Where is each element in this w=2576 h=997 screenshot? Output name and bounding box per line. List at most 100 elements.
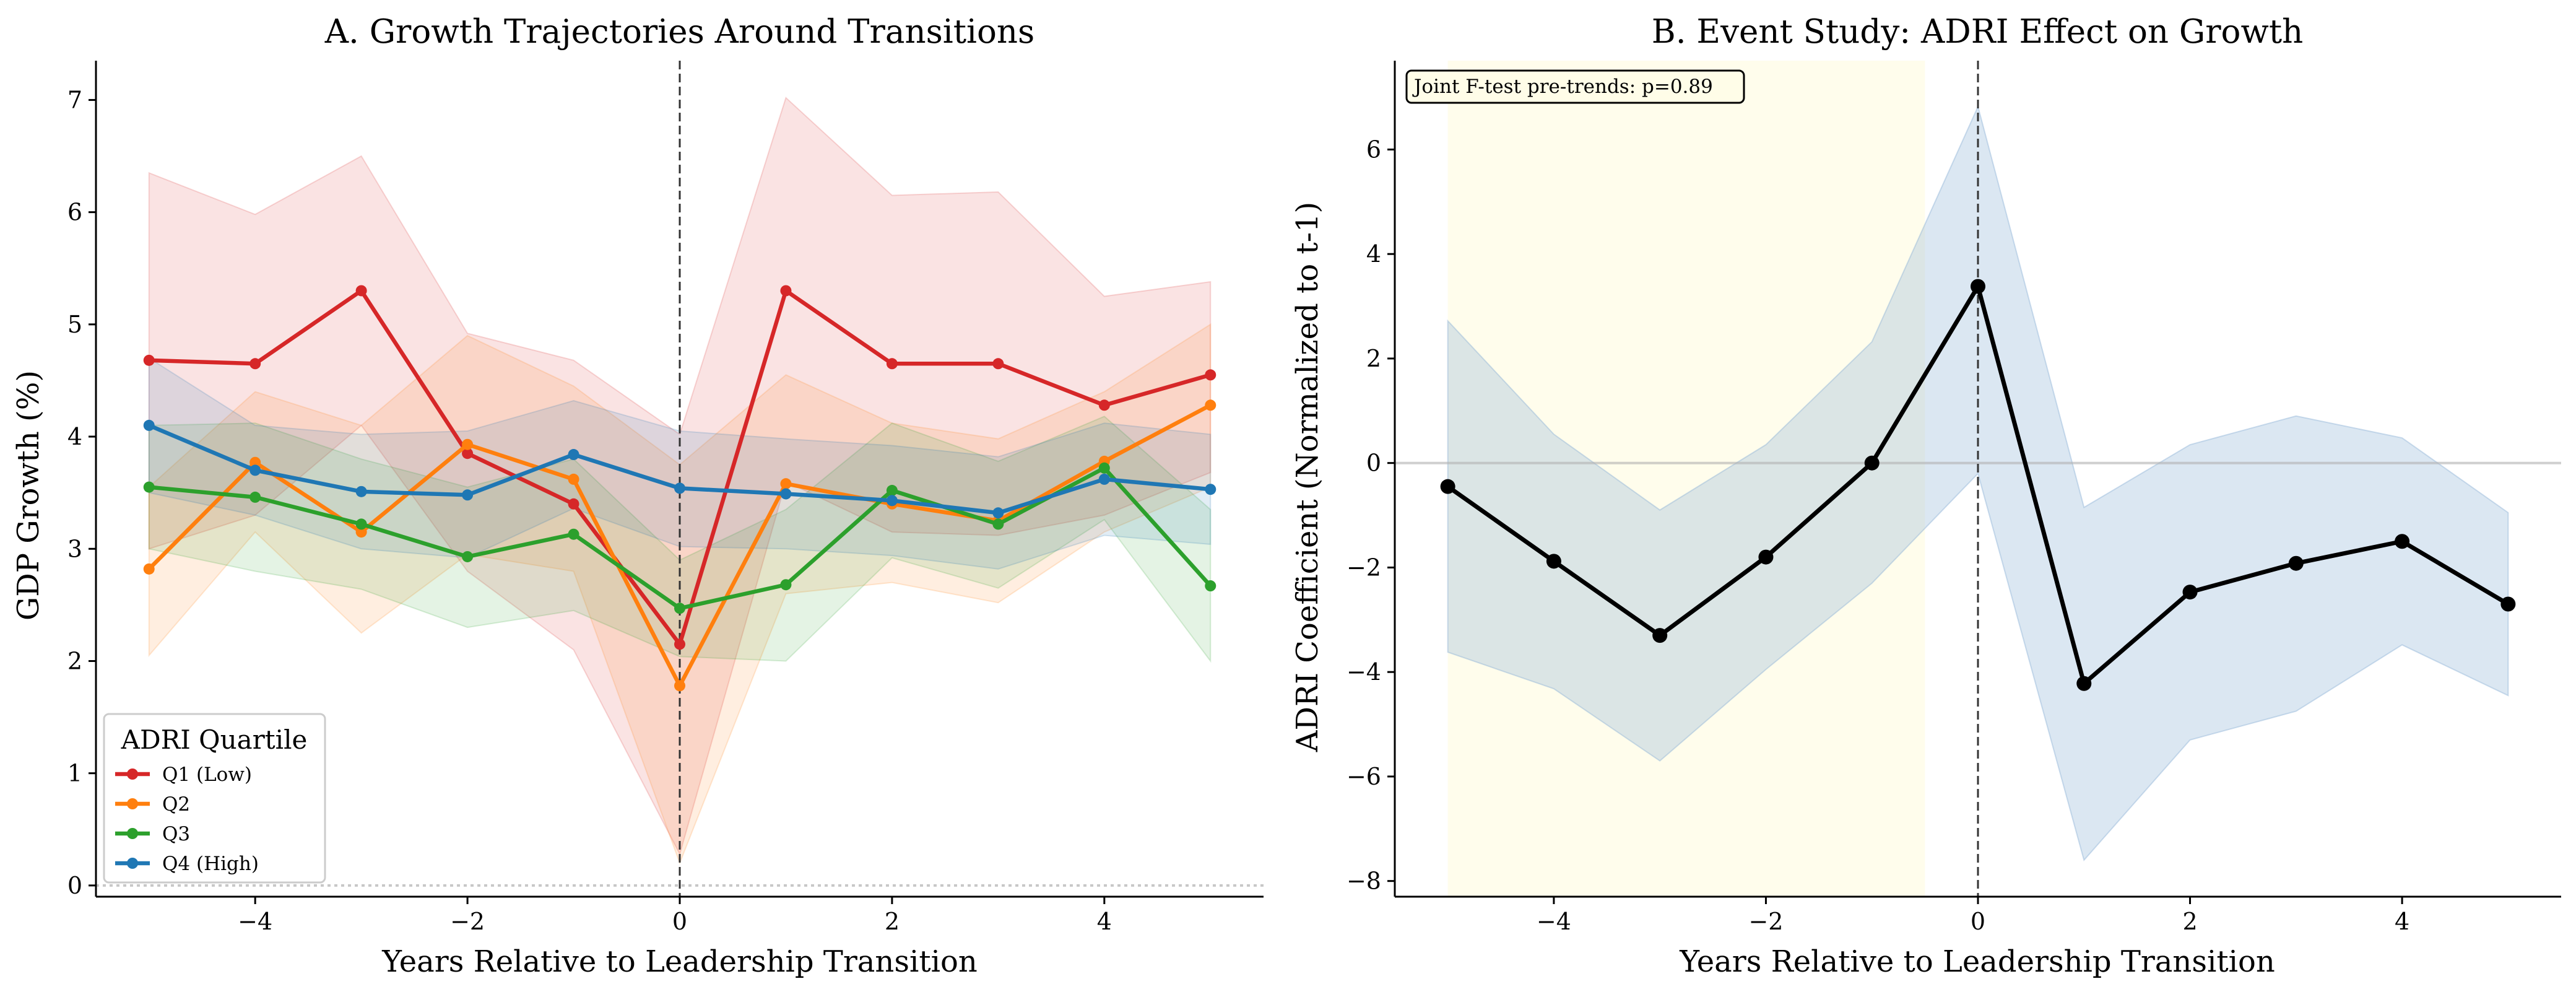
panel-a-ticks: −4 −2 0 2 4 0 1 2 3 4 5 6 7 — [67, 86, 1112, 935]
data-point — [355, 285, 367, 297]
data-point — [1440, 479, 1455, 494]
data-point — [568, 473, 579, 485]
data-point — [674, 603, 685, 614]
y-tick-label: −4 — [1347, 658, 1381, 686]
y-tick-label: 4 — [67, 423, 82, 450]
y-tick-label: 0 — [67, 872, 82, 899]
panel-a-y-label: GDP Growth (%) — [11, 370, 46, 620]
panel-a-series — [143, 285, 1216, 692]
data-point — [1205, 399, 1216, 411]
data-point — [992, 358, 1004, 370]
data-point — [143, 563, 155, 575]
data-point — [1098, 462, 1110, 474]
panel-b-ticks: −4 −2 0 2 4 −8 −6 −4 −2 0 2 4 6 — [1347, 136, 2409, 935]
data-point — [355, 518, 367, 530]
x-tick-label: 2 — [2182, 908, 2197, 935]
x-tick-label: 2 — [885, 908, 900, 935]
panel-b-series — [1440, 279, 2516, 691]
x-tick-label: −2 — [1748, 908, 1783, 935]
legend-frame — [103, 713, 326, 884]
legend-marker — [127, 828, 138, 839]
x-tick-label: −4 — [238, 908, 272, 935]
confidence-band — [1447, 105, 2509, 861]
panel-a-title: A. Growth Trajectories Around Transition… — [324, 13, 1035, 51]
data-point — [1864, 455, 1880, 471]
panel-b-x-label: Years Relative to Leadership Transition — [1679, 944, 2275, 979]
data-point — [462, 438, 474, 450]
data-point — [462, 551, 474, 562]
data-point — [1205, 580, 1216, 592]
data-point — [674, 680, 685, 692]
data-point — [780, 488, 792, 500]
x-tick-label: −2 — [450, 908, 485, 935]
data-point — [674, 638, 685, 650]
x-tick-label: 0 — [672, 908, 687, 935]
y-tick-label: 6 — [67, 199, 82, 226]
data-point — [992, 518, 1004, 530]
legend-title: ADRI Quartile — [121, 725, 308, 755]
data-point — [249, 491, 261, 503]
legend-label: Q4 (High) — [162, 853, 259, 875]
y-tick-label: 4 — [1366, 240, 1381, 268]
legend-label: Q3 — [162, 823, 190, 845]
legend-items: Q1 (Low) Q2 Q3 Q4 (High) — [115, 764, 259, 875]
y-tick-label: 3 — [67, 535, 82, 562]
data-point — [674, 482, 685, 494]
data-point — [1205, 484, 1216, 495]
x-tick-label: 4 — [2395, 908, 2409, 935]
confidence-band — [148, 96, 1212, 856]
x-tick-label: −4 — [1537, 908, 1571, 935]
y-tick-label: 2 — [67, 647, 82, 674]
panel-b-band — [1447, 105, 2509, 861]
annotation-text: Joint F-test pre-trends: p=0.89 — [1412, 76, 1713, 98]
y-tick-label: 2 — [1366, 345, 1381, 372]
data-point — [780, 285, 792, 297]
data-point — [1971, 279, 1985, 294]
panel-a-x-label: Years Relative to Leadership Transition — [381, 944, 978, 979]
data-point — [2395, 534, 2410, 549]
data-point — [143, 354, 155, 366]
data-point — [2182, 585, 2198, 600]
data-point — [249, 456, 261, 468]
data-point — [355, 526, 367, 538]
data-point — [1546, 554, 1561, 569]
panel-a: −4 −2 0 2 4 0 1 2 3 4 5 6 7 A. Growth Trajectories A… — [11, 13, 1264, 979]
data-point — [2288, 555, 2304, 571]
x-tick-label: 4 — [1097, 908, 1112, 935]
panel-b-title: B. Event Study: ADRI Effect on Growth — [1652, 13, 2304, 51]
data-point — [2076, 676, 2092, 691]
data-point — [1098, 399, 1110, 411]
legend-marker — [127, 768, 138, 780]
y-tick-label: 5 — [67, 311, 82, 338]
data-point — [780, 478, 792, 490]
y-tick-label: 0 — [1366, 450, 1381, 477]
data-point — [462, 448, 474, 459]
data-point — [2500, 596, 2516, 612]
y-tick-label: −8 — [1347, 868, 1381, 895]
data-point — [1098, 473, 1110, 485]
legend-label: Q2 — [162, 793, 190, 816]
data-point — [249, 464, 261, 476]
legend-label: Q1 (Low) — [162, 764, 252, 786]
y-tick-label: 1 — [67, 760, 82, 787]
data-point — [886, 358, 898, 370]
legend-marker — [127, 798, 138, 809]
data-point — [143, 419, 155, 431]
data-point — [886, 495, 898, 507]
data-point — [143, 481, 155, 493]
data-point — [568, 528, 579, 540]
y-tick-label: −6 — [1347, 763, 1381, 790]
data-point — [568, 498, 579, 510]
data-point — [992, 507, 1004, 519]
data-point — [1205, 369, 1216, 381]
panel-a-bands — [148, 96, 1212, 865]
pretrend-annotation: Joint F-test pre-trends: p=0.89 — [1405, 69, 1745, 104]
panel-b-y-label: ADRI Coefficient (Normalized to t-1) — [1290, 202, 1325, 752]
panel-a-legend: ADRI Quartile Q1 (Low) Q2 Q3 Q4 (High) — [103, 713, 326, 884]
data-point — [886, 485, 898, 497]
pre-period-shade — [1447, 61, 1925, 897]
annotation-box — [1405, 69, 1745, 104]
data-point — [568, 449, 579, 461]
data-point — [1758, 549, 1774, 565]
